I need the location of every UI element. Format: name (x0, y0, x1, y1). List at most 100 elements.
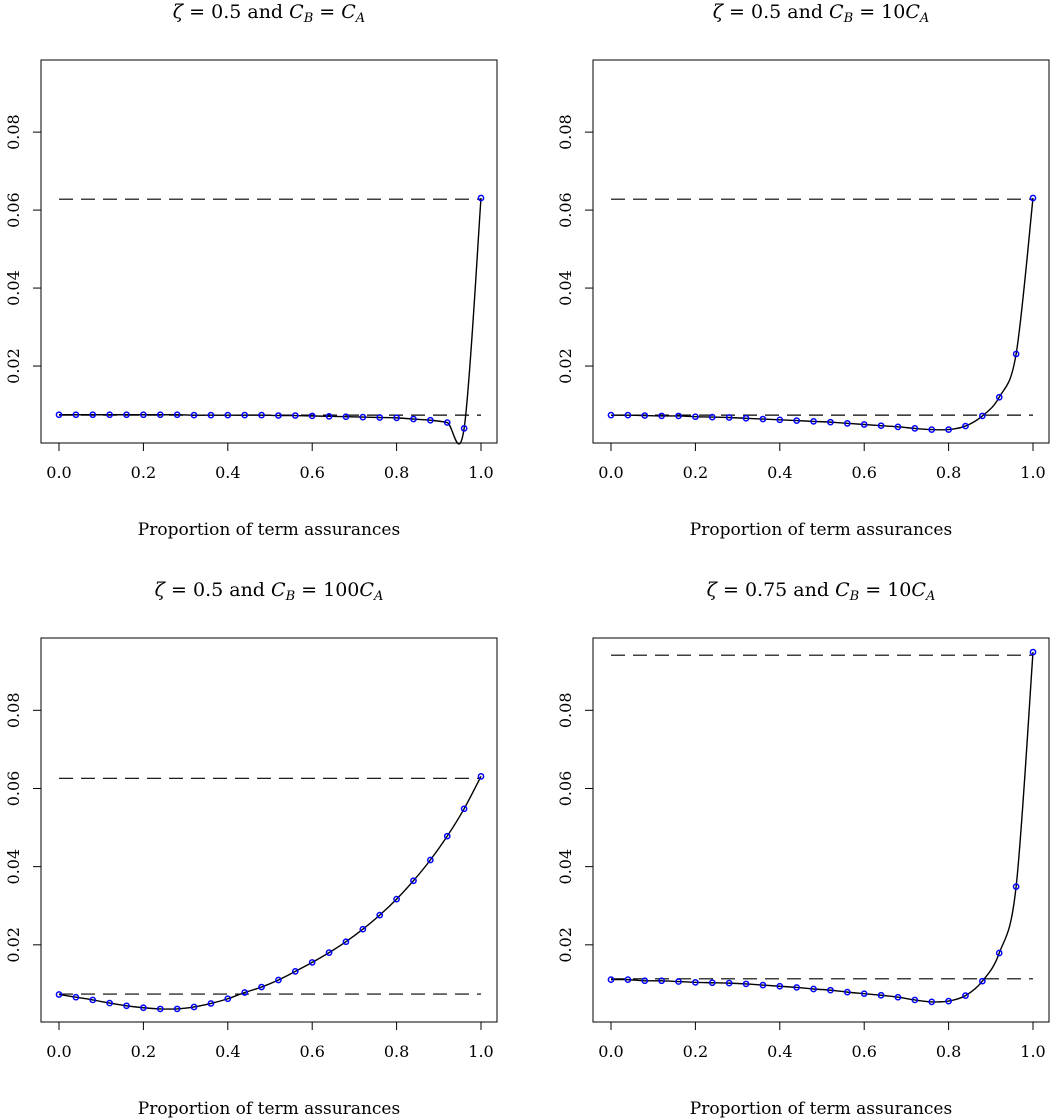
data-point (89, 996, 97, 1004)
data-point (460, 425, 468, 432)
data-point (325, 949, 333, 956)
data-point (759, 415, 767, 423)
data-point (708, 979, 716, 987)
data-point (843, 419, 851, 427)
y-tick-label: 0.06 (556, 192, 575, 228)
data-point (962, 992, 969, 999)
data-point (207, 1000, 215, 1007)
data-point (995, 949, 1003, 957)
x-tick-label: 0.8 (936, 463, 961, 482)
x-tick-label: 1.0 (1020, 1042, 1045, 1061)
data-point (140, 1004, 147, 1012)
data-point (793, 417, 801, 424)
y-tick-label: 0.08 (4, 114, 23, 150)
x-tick-label: 0.4 (215, 463, 240, 482)
data-point (911, 996, 919, 1004)
x-tick-label: 0.4 (767, 463, 792, 482)
data-point (827, 986, 834, 994)
data-point (224, 995, 232, 1003)
data-point (427, 416, 434, 424)
x-axis-label: Proportion of term assurances (690, 520, 952, 540)
y-tick-label: 0.02 (4, 348, 23, 384)
panel-3: ζ = 0.5 and CB​ = 100CA​ 0.0 0.2 0.4 0.6 0.8 1… (4, 579, 498, 1118)
plot-frame (40, 59, 498, 444)
data-point (89, 411, 97, 419)
data-point (1012, 350, 1020, 358)
data-point (156, 1005, 164, 1013)
x-tick-label: 0.6 (299, 463, 324, 482)
data-point (759, 981, 767, 989)
data-point (258, 983, 265, 991)
data-point (173, 411, 181, 419)
y-tick-label: 0.08 (556, 114, 575, 150)
plot-frame (592, 637, 1050, 1023)
data-point (624, 976, 632, 983)
y-tick-label: 0.02 (556, 927, 575, 963)
data-point (308, 959, 316, 966)
data-point (877, 422, 885, 430)
x-tick-label: 0.4 (215, 1042, 240, 1061)
data-point (291, 412, 299, 419)
data-point (224, 411, 232, 419)
data-point (342, 413, 350, 421)
x-tick-label: 0.0 (46, 463, 71, 482)
data-point (427, 856, 434, 864)
data-point (641, 977, 649, 985)
y-tick-label: 0.02 (4, 927, 23, 963)
data-point (477, 773, 485, 780)
data-point (776, 416, 784, 424)
fitted-curve (58, 776, 482, 1010)
data-point (607, 411, 615, 419)
data-point (675, 978, 682, 985)
data-point (641, 412, 649, 419)
data-point (692, 979, 699, 986)
data-point (241, 411, 249, 419)
data-point (810, 418, 817, 425)
data-point (979, 412, 986, 420)
fitted-curve (610, 197, 1034, 431)
data-point (860, 421, 868, 428)
panel-4: ζ = 0.75 and CB​ = 10CA​ 0.0 0.2 0.4 0.6 0.8 1… (556, 579, 1050, 1118)
y-tick-label: 0.06 (4, 771, 23, 807)
data-point (843, 988, 851, 996)
data-point (827, 418, 834, 426)
data-point (894, 423, 902, 431)
x-tick-label: 0.6 (851, 1042, 876, 1061)
data-point (410, 415, 417, 423)
data-point (275, 976, 282, 984)
data-point (962, 422, 969, 430)
data-point (742, 414, 750, 422)
data-point (190, 411, 198, 419)
data-point (325, 412, 333, 420)
data-point (376, 911, 384, 919)
y-tick-label: 0.08 (4, 692, 23, 728)
y-tick-label: 0.06 (556, 771, 575, 807)
panel-2: ζ = 0.5 and CB​ = 10CA​ 0.0 0.2 0.4 0.6 0.8 1.… (556, 1, 1050, 540)
x-tick-label: 0.2 (131, 463, 156, 482)
data-point (725, 979, 733, 987)
data-point (241, 989, 249, 996)
data-point (624, 411, 632, 419)
x-axis-label: Proportion of term assurances (138, 1099, 400, 1118)
data-point (477, 194, 485, 202)
data-point (291, 968, 299, 975)
data-point (123, 1002, 130, 1010)
data-point (342, 938, 350, 946)
data-point (995, 393, 1003, 401)
data-point (675, 412, 682, 420)
x-tick-label: 0.6 (851, 463, 876, 482)
data-point (776, 982, 784, 990)
plot-frame (40, 637, 498, 1023)
data-point (443, 419, 451, 426)
data-point (140, 411, 147, 419)
y-tick-label: 0.04 (4, 270, 23, 306)
data-point (877, 991, 885, 999)
data-point (658, 977, 665, 985)
y-tick-label: 0.04 (556, 270, 575, 306)
data-point (658, 412, 665, 420)
data-point (376, 414, 384, 421)
data-point (945, 426, 952, 433)
x-tick-label: 1.0 (1020, 463, 1045, 482)
data-point (793, 984, 801, 991)
